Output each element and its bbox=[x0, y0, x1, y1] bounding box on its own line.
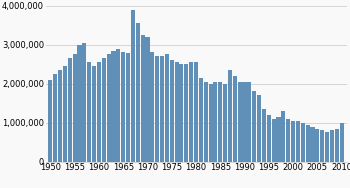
Bar bbox=[320, 130, 324, 162]
Bar bbox=[131, 10, 135, 162]
Bar bbox=[92, 66, 96, 162]
Bar bbox=[53, 74, 57, 162]
Bar bbox=[267, 115, 271, 162]
Bar bbox=[97, 62, 101, 162]
Bar bbox=[194, 62, 198, 162]
Bar bbox=[340, 124, 344, 162]
Bar bbox=[72, 54, 77, 162]
Bar bbox=[184, 64, 188, 162]
Bar bbox=[160, 56, 164, 162]
Bar bbox=[257, 95, 261, 162]
Bar bbox=[68, 58, 72, 162]
Bar bbox=[111, 51, 116, 162]
Bar bbox=[272, 119, 276, 162]
Bar bbox=[175, 62, 178, 162]
Bar bbox=[48, 80, 52, 162]
Bar bbox=[145, 37, 149, 162]
Bar bbox=[155, 56, 159, 162]
Bar bbox=[189, 62, 193, 162]
Bar bbox=[126, 53, 130, 162]
Bar bbox=[82, 43, 86, 162]
Bar bbox=[121, 52, 125, 162]
Bar bbox=[243, 82, 247, 162]
Bar bbox=[310, 127, 315, 162]
Bar bbox=[204, 82, 208, 162]
Bar bbox=[77, 45, 82, 162]
Bar bbox=[63, 66, 67, 162]
Bar bbox=[179, 64, 183, 162]
Bar bbox=[141, 35, 145, 162]
Bar bbox=[150, 52, 154, 162]
Bar bbox=[116, 49, 120, 162]
Bar bbox=[281, 111, 286, 162]
Bar bbox=[58, 70, 62, 162]
Bar bbox=[209, 84, 213, 162]
Bar bbox=[262, 109, 266, 162]
Bar bbox=[238, 82, 242, 162]
Bar bbox=[247, 82, 251, 162]
Bar bbox=[276, 117, 281, 162]
Bar bbox=[330, 130, 334, 162]
Bar bbox=[102, 58, 106, 162]
Bar bbox=[291, 121, 295, 162]
Bar bbox=[301, 123, 305, 162]
Bar bbox=[218, 82, 222, 162]
Bar bbox=[228, 70, 232, 162]
Bar bbox=[87, 62, 91, 162]
Bar bbox=[306, 125, 310, 162]
Bar bbox=[335, 129, 339, 162]
Bar bbox=[325, 132, 329, 162]
Bar bbox=[252, 92, 256, 162]
Bar bbox=[296, 121, 300, 162]
Bar bbox=[286, 119, 290, 162]
Bar bbox=[106, 54, 111, 162]
Bar bbox=[199, 78, 203, 162]
Bar bbox=[223, 84, 227, 162]
Bar bbox=[165, 54, 169, 162]
Bar bbox=[233, 76, 237, 162]
Bar bbox=[315, 129, 320, 162]
Bar bbox=[214, 82, 217, 162]
Bar bbox=[136, 23, 140, 162]
Bar bbox=[170, 60, 174, 162]
